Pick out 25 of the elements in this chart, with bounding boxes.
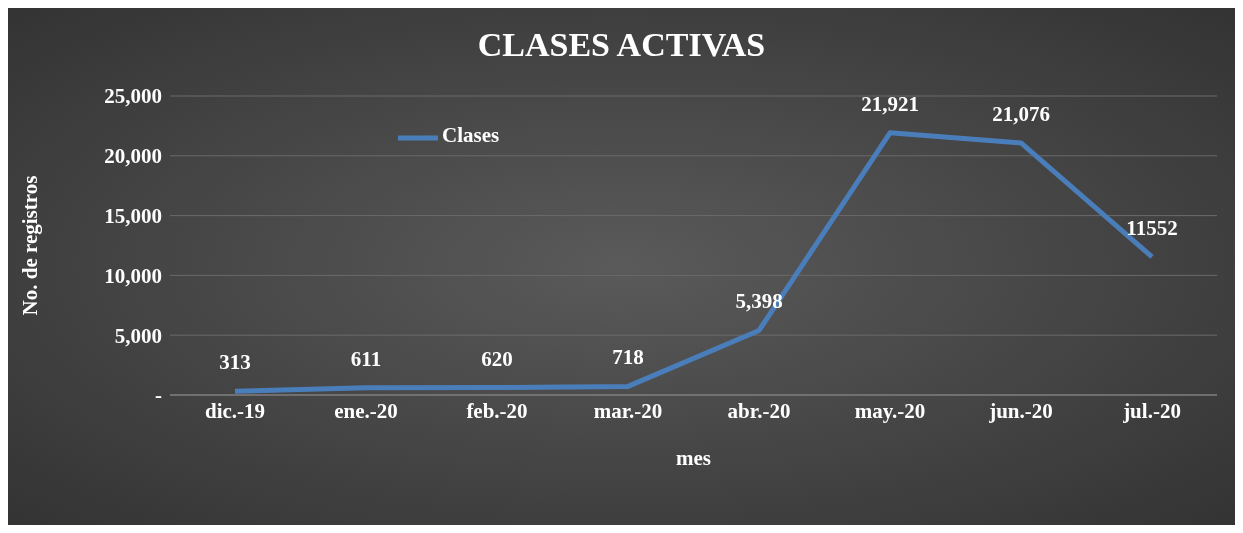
data-label: 611 [350,346,382,371]
x-tick-label: jun.-20 [988,398,1053,423]
x-axis-title: mes [676,446,711,470]
x-tick-label: may.-20 [854,398,926,423]
data-label: 21,921 [861,91,919,116]
data-label: 11552 [1126,215,1178,240]
data-label: 620 [481,346,513,371]
x-tick-label: abr.-20 [727,398,791,423]
data-label: 21,076 [992,101,1050,126]
chart-title: CLASES ACTIVAS [476,26,767,64]
data-label: 718 [612,345,644,370]
y-tick-label: - [155,383,162,408]
y-tick-label: 5,000 [114,323,162,348]
x-tick-label: mar.-20 [593,398,663,423]
y-tick-label: 25,000 [104,84,162,109]
y-axis-title: No. de registros [18,175,43,316]
data-label: 313 [219,350,251,375]
y-tick-label: 15,000 [104,204,162,229]
x-tick-label: feb.-20 [466,398,528,423]
legend-label: Clases [442,122,500,147]
x-tick-label: dic.-19 [204,398,266,423]
x-tick-label: ene.-20 [334,398,398,423]
y-tick-label: 10,000 [104,263,162,288]
y-tick-label: 20,000 [104,144,162,169]
x-tick-label: jul.-20 [1122,398,1181,423]
